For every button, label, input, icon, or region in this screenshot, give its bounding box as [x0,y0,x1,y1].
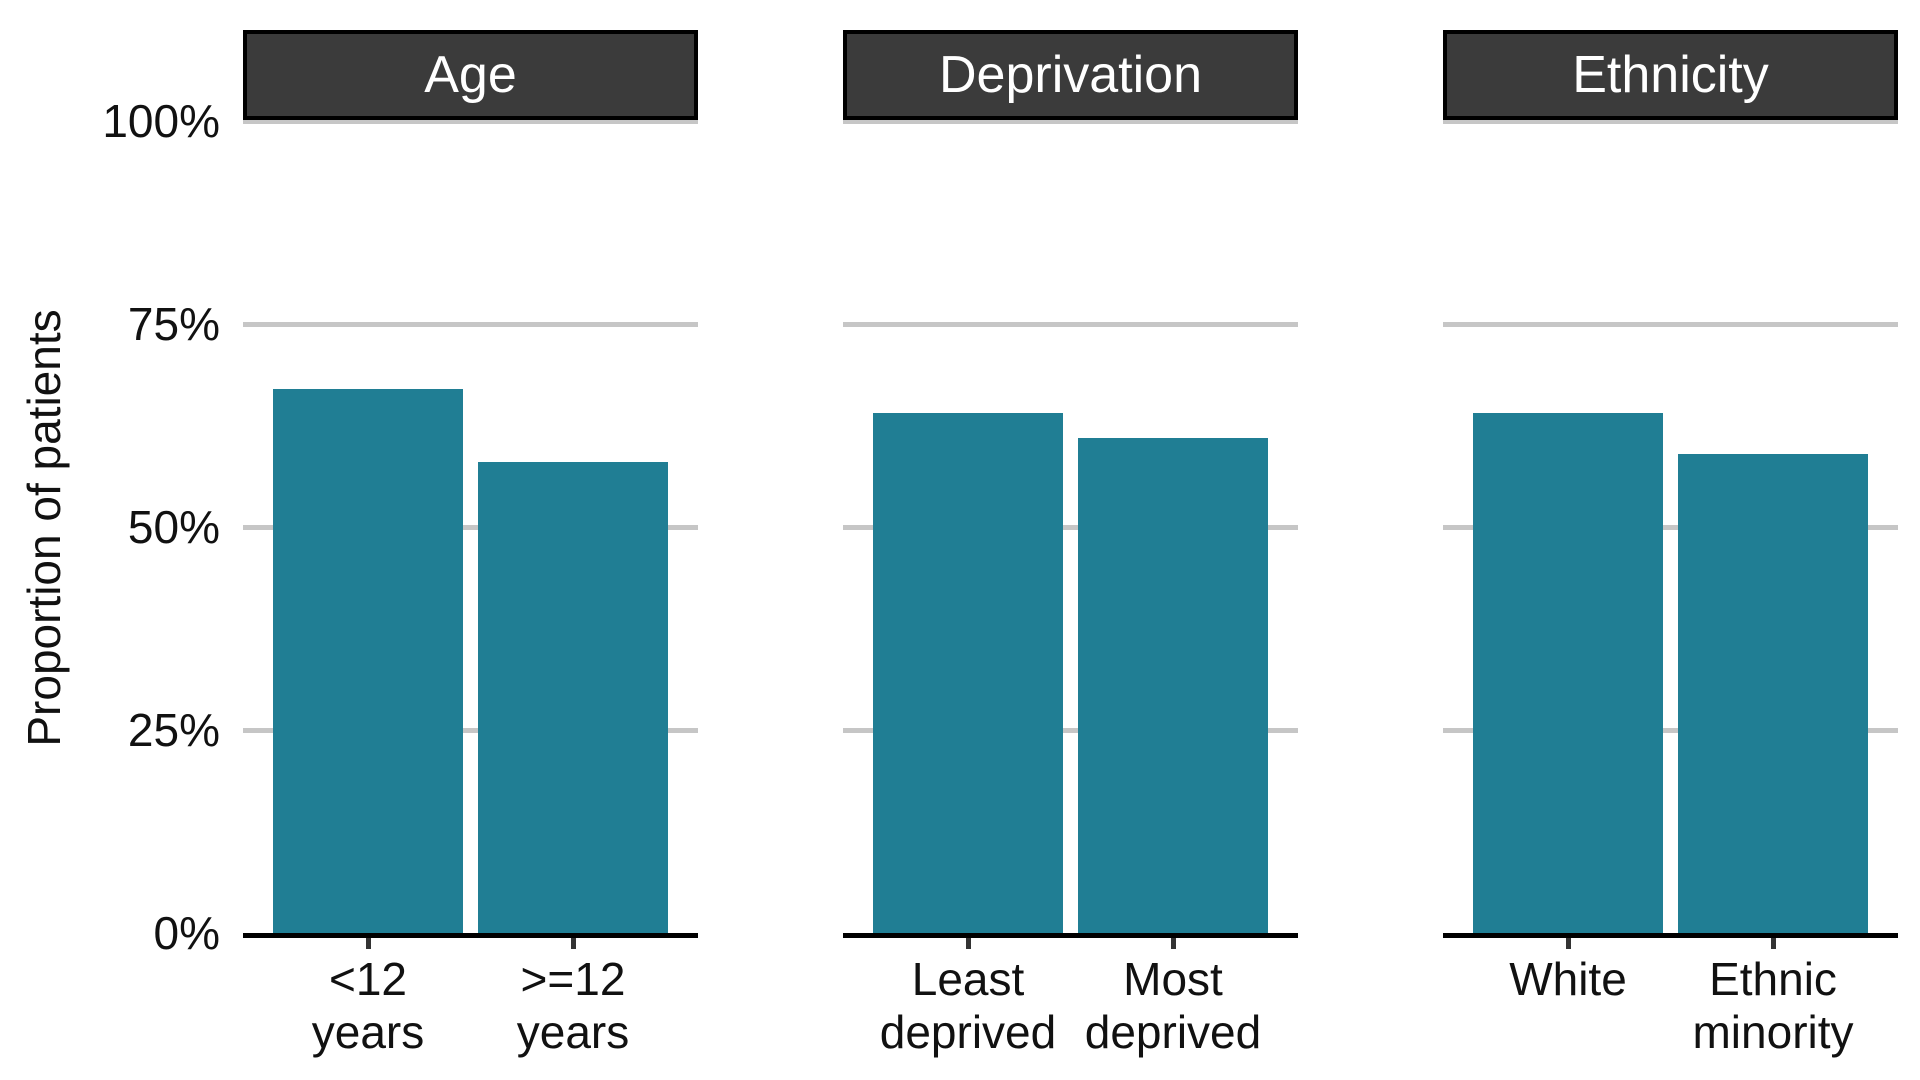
y-tick-label-75: 75% [127,298,220,350]
gridline-75-percent [243,322,698,327]
x-tick-label-line: White [1509,953,1627,1005]
x-tick-label-line: deprived [879,1006,1057,1058]
bar--12-years [273,388,463,933]
gridline-100-percent [1443,119,1898,124]
y-tick-label-50: 50% [127,501,220,553]
x-axis-line [243,933,698,938]
x-tick-label-line: deprived [1084,1006,1262,1058]
x-tick-mark [966,938,971,949]
y-tick-label-100: 100% [102,95,220,147]
x-tick-mark [366,938,371,949]
x-tick-label-line: <12 [328,953,408,1005]
x-tick-mark [1566,938,1571,949]
x-tick-label-line: >=12 [520,953,626,1005]
x-axis-line [843,933,1298,938]
facet-strip-age: Age [243,30,698,120]
x-tick-mark [1171,938,1176,949]
gridline-25-percent [1443,728,1898,733]
gridline-50-percent [843,525,1298,530]
bar-white [1473,413,1663,933]
bar-most-deprived [1078,437,1268,933]
gridline-50-percent [1443,525,1898,530]
x-tick-label-line: years [311,1006,425,1058]
x-tick-label-line: Ethnic [1709,953,1837,1005]
x-tick-label-line: years [516,1006,630,1058]
facet-strip-label: Deprivation [938,46,1203,104]
facet-strip-label: Age [424,46,517,104]
gridline-75-percent [1443,322,1898,327]
x-tick-label-most-deprived: Most deprived [1023,953,1323,1059]
gridline-100-percent [243,119,698,124]
gridline-50-percent [243,525,698,530]
facet-strip-label: Ethnicity [1572,46,1769,104]
x-tick-mark [1771,938,1776,949]
bar-least-deprived [873,413,1063,933]
x-tick-label-line: Most [1123,953,1223,1005]
x-axis-line [1443,933,1898,938]
y-tick-label-0: 0% [153,907,220,959]
x-tick-mark [571,938,576,949]
gridline-25-percent [243,728,698,733]
x-tick-label-least-deprived: Least deprived [818,953,1118,1059]
gridline-100-percent [843,119,1298,124]
facet-panel-deprivation: Deprivation Least deprived Most deprived [843,0,1298,1080]
facet-strip-deprivation: Deprivation [843,30,1298,120]
x-tick-label-ethnic-minority: Ethnic minority [1623,953,1920,1059]
x-tick-label-line: Least [911,953,1025,1005]
x-tick-label-line: minority [1692,1006,1854,1058]
facet-strip-ethnicity: Ethnicity [1443,30,1898,120]
bar--12-years [478,462,668,933]
gridline-75-percent [843,322,1298,327]
gridline-25-percent [843,728,1298,733]
facet-panel-ethnicity: Ethnicity White Ethnic minority [1443,0,1898,1080]
facet-panel-age: Age <12 years >=12 years [243,0,698,1080]
x-tick-label-white: White [1418,953,1718,1006]
y-tick-label-25: 25% [127,704,220,756]
x-tick-label--12-years: <12 years [218,953,518,1059]
x-tick-label--12-years: >=12 years [423,953,723,1059]
bar-ethnic-minority [1678,453,1868,933]
